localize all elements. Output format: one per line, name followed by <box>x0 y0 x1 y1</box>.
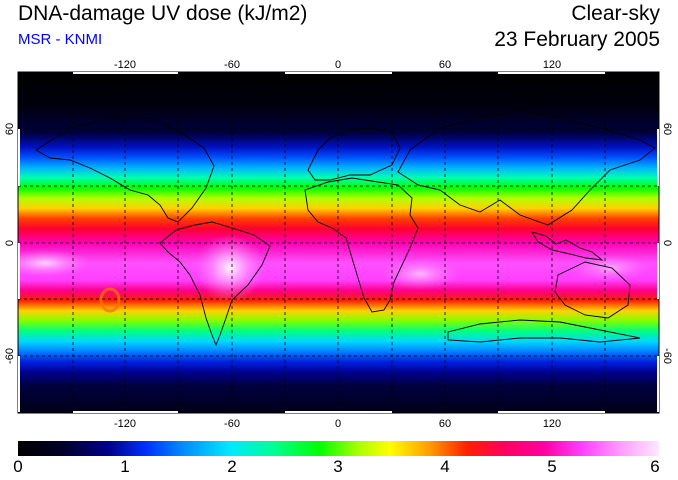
lon-tick-label: 60 <box>439 59 451 71</box>
south-america-outline <box>159 221 271 347</box>
colorbar-label: 0 <box>13 457 23 476</box>
source-label: MSR - KNMI <box>18 31 103 48</box>
lat-tick-label: -60 <box>4 348 16 364</box>
lat-tick-label: 0 <box>661 240 673 246</box>
lat-tick-label: 0 <box>4 240 16 246</box>
lat-tick-label: 60 <box>661 123 673 135</box>
colorbar-label: 3 <box>333 457 343 476</box>
uv-peak-pacific <box>18 249 90 277</box>
colorbar-label: 4 <box>440 457 450 476</box>
map-title: DNA-damage UV dose (kJ/m2) <box>18 2 308 25</box>
lon-tick-label: 0 <box>335 59 341 71</box>
lon-tick-label: 60 <box>439 418 451 430</box>
uv-field <box>18 72 659 413</box>
map-frame <box>17 71 660 414</box>
asia-outline <box>397 109 656 226</box>
lon-tick-label: -60 <box>224 418 240 430</box>
date-label: 23 February 2005 <box>494 28 660 51</box>
uv-peak-south-america <box>195 234 265 302</box>
uv-peak-africa <box>380 258 460 290</box>
lat-labels-left: 60 0 -60 <box>4 123 16 364</box>
colorbar-label: 2 <box>227 457 237 476</box>
antarctic-coast-outline <box>447 319 641 343</box>
uv-anomaly-ring <box>99 287 121 313</box>
lon-tick-label: -120 <box>114 418 136 430</box>
europe-outline <box>307 127 401 181</box>
lat-tick-label: 60 <box>4 123 16 135</box>
colorbar-label: 1 <box>120 457 130 476</box>
condition-label: Clear-sky <box>571 2 660 25</box>
lat-labels-right: 60 0 -60 <box>661 123 673 364</box>
colorbar <box>18 441 659 456</box>
lon-tick-label: 120 <box>543 59 561 71</box>
lon-tick-label: -120 <box>114 59 136 71</box>
graticule <box>18 72 659 413</box>
australia-outline <box>554 261 631 319</box>
map-field <box>18 72 659 413</box>
lon-tick-label: -60 <box>224 59 240 71</box>
lat-tick-label: -60 <box>661 348 673 364</box>
colorbar-label: 6 <box>650 457 660 476</box>
uv-dose-map: -120 -60 0 60 120 -120 -60 0 60 120 60 0… <box>4 59 673 430</box>
lon-tick-label: 0 <box>335 418 341 430</box>
lon-tick-label: 120 <box>543 418 561 430</box>
colorbar-label: 5 <box>547 457 557 476</box>
lon-labels-top: -120 -60 0 60 120 <box>114 59 561 71</box>
lon-labels-bottom: -120 -60 0 60 120 <box>114 418 561 430</box>
